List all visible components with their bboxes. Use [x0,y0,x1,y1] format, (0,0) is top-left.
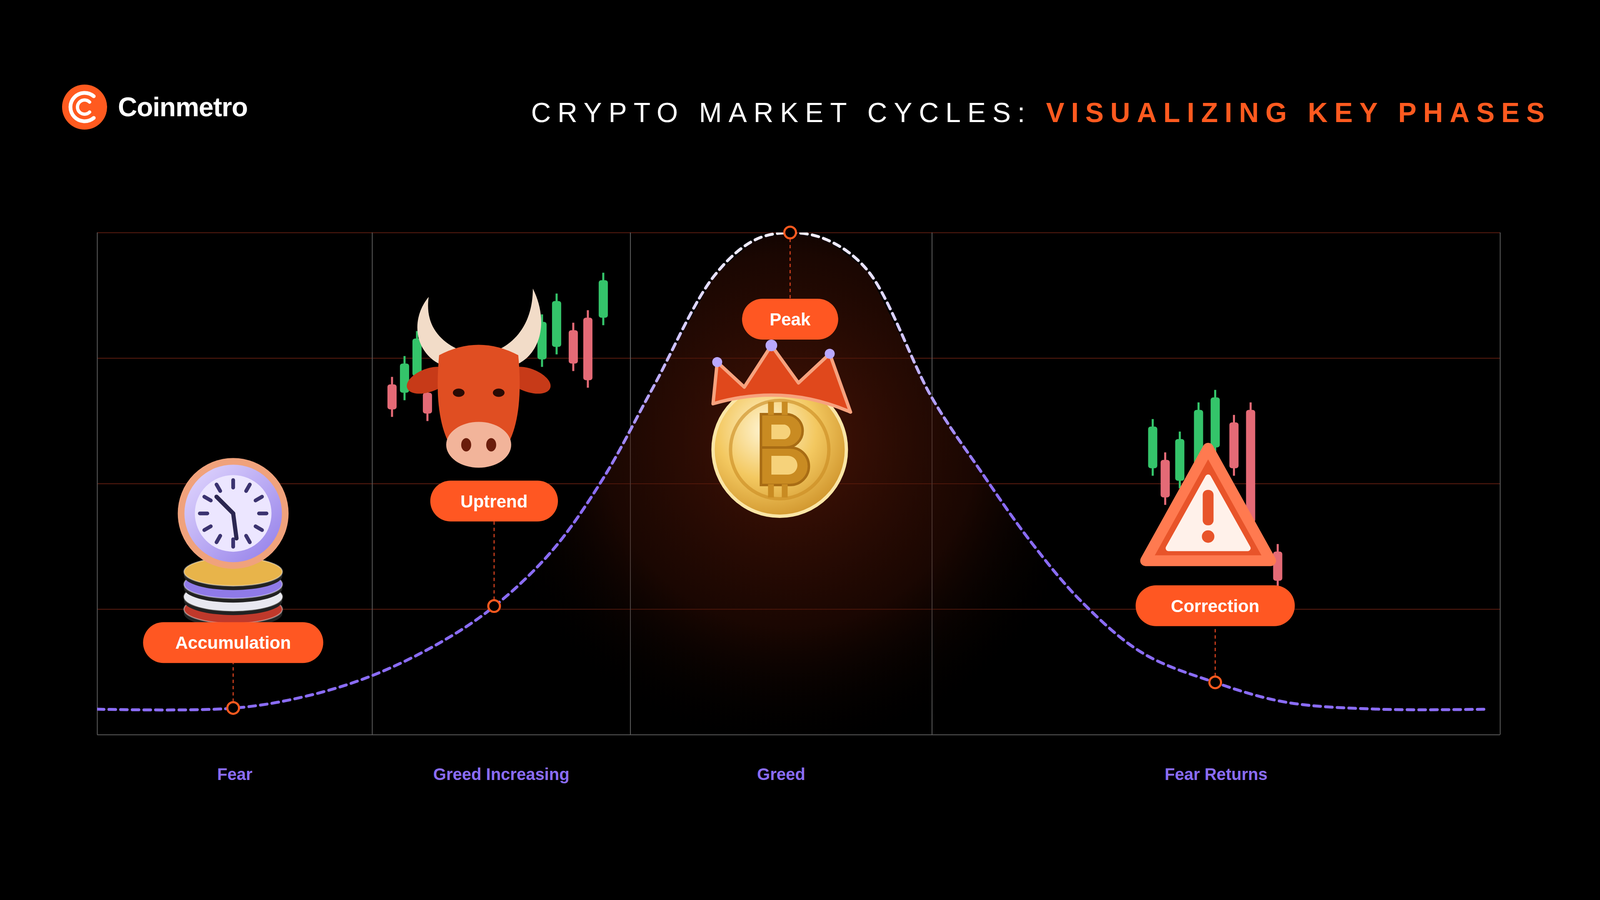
svg-text:Uptrend: Uptrend [460,491,528,512]
html-text:CRYPTO MARKET CYCLES: VISUALIZ: CRYPTO MARKET CYCLES: VISUALIZING KEY PH… [531,97,1552,128]
svg-text:Correction: Correction [1170,596,1260,616]
svg-text:Greed: Greed [757,765,806,784]
html-text:Coinmetro: Coinmetro [117,92,248,123]
svg-text:Greed Increasing: Greed Increasing [433,765,570,784]
svg-text:Fear: Fear [217,765,253,784]
svg-text:Peak: Peak [769,309,811,330]
svg-text:Fear Returns: Fear Returns [1164,765,1268,784]
svg-text:Accumulation: Accumulation [175,632,292,653]
